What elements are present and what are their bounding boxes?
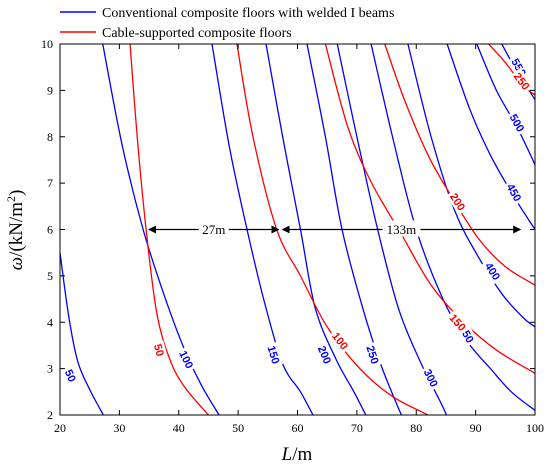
contour-label-bg — [446, 188, 470, 215]
contour-label-bg — [509, 68, 535, 95]
cable-contour-50 — [129, 44, 209, 415]
conventional-contour-150 — [211, 44, 314, 415]
y-tick-label-10: 10 — [41, 37, 53, 51]
conventional-contour-350 — [370, 44, 535, 411]
contour-label-bg — [264, 341, 284, 368]
contour-label-bg — [175, 346, 198, 373]
conventional-contour-200 — [265, 44, 367, 415]
axis-ticks: 20 30 40 50 60 70 80 90 100 2 3 4 5 6 7 8 9 10 — [41, 37, 544, 435]
y-axis-label: ω/(kN/m2) — [4, 190, 27, 271]
x-tick-label-30: 30 — [113, 421, 125, 435]
x-tick-label-20: 20 — [54, 421, 66, 435]
conventional-contour-300 — [336, 44, 448, 415]
conventional-contour-100 — [102, 44, 220, 415]
x-tick-label-70: 70 — [351, 421, 363, 435]
contour-label-bg — [445, 309, 471, 336]
span-label-bg — [382, 220, 421, 237]
conventional-contour-50 — [60, 252, 104, 415]
conventional-contour-400 — [407, 44, 535, 328]
conventional-contour-500 — [476, 44, 535, 165]
y-tick-label-6: 6 — [47, 223, 53, 237]
span-label-bg — [198, 220, 229, 237]
conventional-contour-label-50: 50 — [62, 368, 78, 384]
contour-label-bg — [61, 365, 80, 386]
conventional-contour-label-150: 150 — [264, 344, 281, 365]
x-tick-label-60: 60 — [292, 421, 304, 435]
y-tick-label-7: 7 — [47, 176, 53, 190]
span-annotations: 27m 133m — [148, 220, 522, 237]
contour-label-bg — [505, 109, 529, 137]
cable-contour-100 — [236, 44, 429, 415]
y-tick-label-8: 8 — [47, 130, 53, 144]
x-axis-label: L/m — [281, 444, 313, 465]
x-tick-label-80: 80 — [410, 421, 422, 435]
cable-contour-150 — [324, 44, 535, 374]
legend: Conventional composite floors with welde… — [60, 6, 394, 41]
x-tick-label-50: 50 — [232, 421, 244, 435]
contour-label-bg — [363, 341, 383, 368]
x-tick-label-40: 40 — [173, 421, 185, 435]
contour-label-bg — [314, 341, 336, 368]
x-tick-label-90: 90 — [470, 421, 482, 435]
conventional-contour-label-250: 250 — [363, 344, 380, 365]
conventional-contour-450 — [446, 44, 535, 230]
span-label-2: 133m — [387, 222, 417, 237]
contour-label-bg — [502, 179, 526, 206]
span-label-1: 27m — [202, 222, 225, 237]
x-tick-label-100: 100 — [526, 421, 544, 435]
y-tick-label-5: 5 — [47, 269, 53, 283]
y-tick-label-3: 3 — [47, 362, 53, 376]
y-tick-label-9: 9 — [47, 83, 53, 97]
plot-frame — [59, 43, 536, 416]
legend-label-1: Conventional composite floors with welde… — [102, 6, 394, 21]
legend-label-2: Cable-supported composite floors — [102, 26, 292, 41]
contour-label-bg — [420, 364, 443, 392]
y-tick-label-2: 2 — [47, 408, 53, 422]
contour-label-bg — [328, 327, 353, 354]
conventional-contour-250 — [306, 44, 403, 415]
contour-label-bg — [481, 258, 505, 285]
y-tick-label-4: 4 — [47, 315, 53, 329]
contour-label-bg — [507, 53, 531, 81]
contour-label-bg — [150, 340, 168, 360]
cable-contour-label-50: 50 — [151, 343, 166, 358]
